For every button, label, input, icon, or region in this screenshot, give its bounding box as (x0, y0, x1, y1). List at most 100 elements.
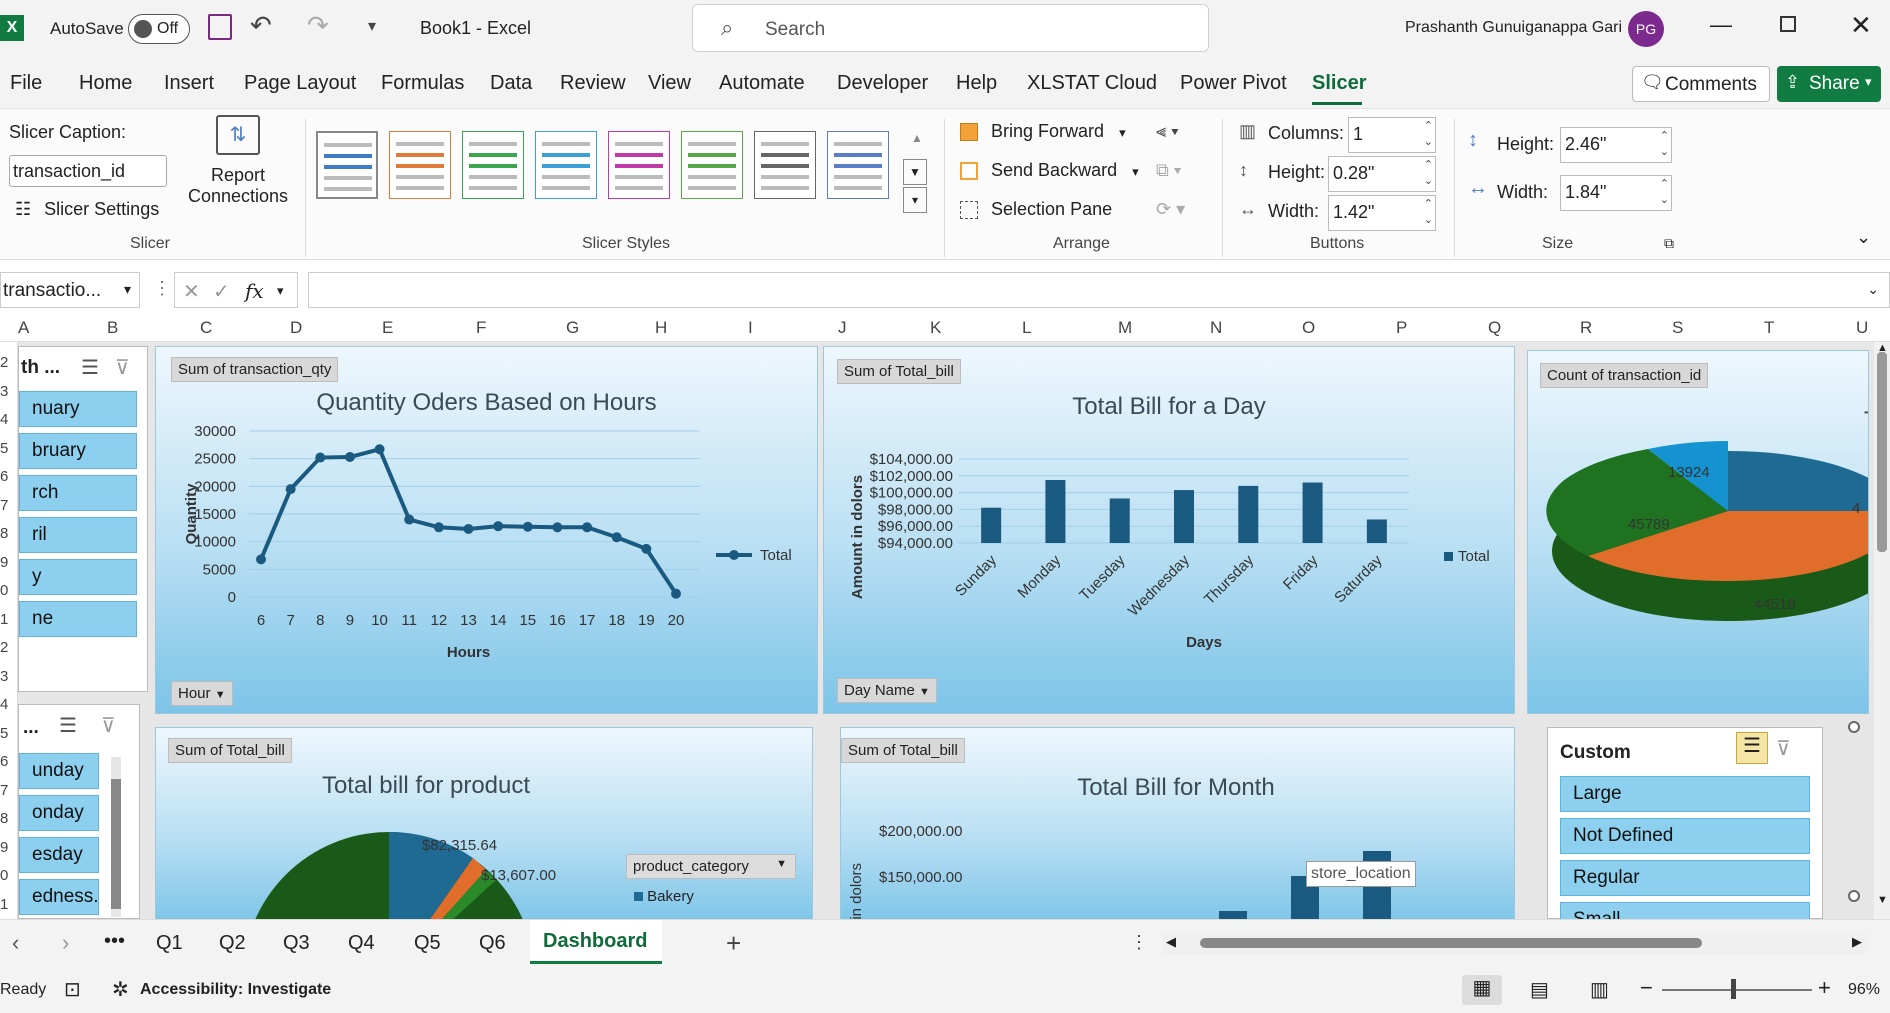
slicer-item-small[interactable]: Small (1560, 902, 1810, 919)
tab-split-icon[interactable]: ⋮ (1130, 932, 1148, 952)
dialog-launcher-icon[interactable]: ⧉ (1664, 235, 1674, 251)
bar[interactable] (1174, 490, 1194, 543)
row-header[interactable]: 7 (0, 781, 9, 799)
slicer-style-swatch[interactable] (316, 131, 378, 199)
slicer-style-swatch[interactable] (681, 131, 743, 199)
tab-formulas[interactable]: Formulas (381, 72, 465, 94)
column-header[interactable]: C (200, 318, 213, 337)
horizontal-scrollbar[interactable]: ◀ ▶ (1162, 932, 1868, 954)
gallery-scroll-down-icon[interactable]: ▼ (903, 159, 927, 185)
accessibility-icon[interactable]: ✲ (112, 979, 129, 1001)
column-header[interactable]: O (1302, 318, 1316, 337)
row-header[interactable]: 6 (0, 468, 9, 485)
row-header[interactable]: 5 (0, 439, 9, 457)
column-header[interactable]: E (382, 318, 394, 337)
row-header[interactable]: 8 (0, 810, 9, 827)
enter-icon[interactable]: ✓ (213, 281, 230, 303)
align-icon[interactable]: ⫷ ▾ (1156, 121, 1179, 141)
field-button[interactable]: Sum of Total_bill (168, 738, 292, 763)
spinner-arrows-icon[interactable]: ⌃ ⌄ (1423, 120, 1433, 148)
spinner-arrows-icon[interactable]: ⌃ ⌄ (1659, 178, 1669, 206)
scroll-down-icon[interactable]: ▼ (1877, 894, 1888, 906)
slicer-item[interactable]: unday (19, 753, 99, 789)
tab-file[interactable]: File (10, 72, 43, 94)
tab-power-pivot[interactable]: Power Pivot (1180, 72, 1287, 94)
bar[interactable] (1219, 911, 1247, 919)
scroll-thumb[interactable] (1200, 938, 1702, 948)
page-layout-view-icon[interactable]: ▤ (1530, 979, 1549, 1001)
tab-review[interactable]: Review (560, 72, 626, 94)
page-break-view-icon[interactable]: ▥ (1590, 979, 1609, 1001)
slicer-item-large[interactable]: Large (1560, 776, 1810, 812)
spinner-arrows-icon[interactable]: ⌃ ⌄ (1659, 130, 1669, 158)
slicer-caption-input[interactable]: transaction_id (9, 155, 167, 187)
sheet-tab-q4[interactable]: Q4 (348, 932, 375, 954)
bring-forward-button[interactable]: Bring Forward ▾ (960, 121, 1126, 142)
add-sheet-icon[interactable]: + (726, 928, 742, 958)
row-header[interactable]: 4 (0, 696, 9, 713)
macro-record-icon[interactable]: ⊡ (64, 979, 81, 1001)
day-filter-button[interactable]: Day Name ▼ (837, 678, 937, 703)
row-header[interactable]: 9 (0, 553, 9, 571)
tab-view[interactable]: View (648, 72, 691, 94)
column-header[interactable]: J (838, 318, 847, 337)
prev-sheet-icon[interactable]: ‹ (12, 930, 20, 955)
row-header[interactable]: 0 (0, 582, 9, 599)
row-header[interactable]: 1 (0, 895, 9, 913)
slicer-item[interactable]: rch (19, 475, 137, 511)
row-header[interactable]: 1 (0, 610, 9, 628)
row-header[interactable]: 2 (0, 639, 9, 656)
multi-select-icon[interactable]: ☰ (1736, 732, 1768, 764)
comments-button[interactable]: 🗨 Comments (1632, 66, 1770, 102)
redo-icon[interactable]: ↷ (307, 10, 329, 40)
customize-toolbar-icon[interactable]: ▾ (368, 18, 377, 35)
restore-icon[interactable] (1780, 16, 1796, 32)
sheet-tab-q2[interactable]: Q2 (219, 932, 246, 954)
tab-developer[interactable]: Developer (837, 72, 929, 94)
slicer-style-swatch[interactable] (389, 131, 451, 199)
next-sheet-icon[interactable]: › (62, 930, 70, 955)
slicer-item[interactable]: esday (19, 837, 99, 873)
minimize-icon[interactable]: — (1710, 12, 1732, 37)
column-header[interactable]: S (1672, 318, 1684, 337)
sheet-tab-q5[interactable]: Q5 (414, 932, 441, 954)
row-header[interactable]: 6 (0, 753, 9, 770)
slicer-item-regular[interactable]: Regular (1560, 860, 1810, 896)
multi-select-icon[interactable]: ☰ (81, 357, 99, 379)
clear-filter-icon[interactable]: ⊽ (1776, 738, 1791, 760)
name-box[interactable]: transactio... ▾ (0, 272, 140, 308)
gallery-more-icon[interactable]: ▾ (903, 187, 927, 213)
column-header[interactable]: R (1580, 318, 1593, 337)
size-width-spinner[interactable]: 1.84" ⌃ ⌄ (1560, 175, 1672, 211)
collapse-ribbon-icon[interactable]: ⌄ (1856, 227, 1872, 247)
size-height-spinner[interactable]: 2.46" ⌃ ⌄ (1560, 127, 1672, 163)
column-header[interactable]: P (1396, 318, 1408, 337)
zoom-slider-thumb[interactable] (1731, 979, 1736, 999)
column-header[interactable]: M (1118, 318, 1133, 337)
avatar[interactable]: PG (1628, 11, 1664, 47)
zoom-slider[interactable] (1662, 989, 1812, 991)
field-button[interactable]: Sum of Total_bill (841, 738, 965, 763)
search-box[interactable]: ⌕ Search (692, 4, 1209, 52)
chart-quantity-by-hour[interactable]: Sum of transaction_qty Quantity Oders Ba… (155, 346, 818, 714)
slicer-settings-button[interactable]: ☷ Slicer Settings (15, 199, 159, 220)
save-icon[interactable] (208, 14, 232, 40)
scroll-left-icon[interactable]: ◀ (1166, 934, 1176, 949)
slicer-style-swatch[interactable] (462, 131, 524, 199)
row-header[interactable]: 3 (0, 667, 9, 685)
column-header[interactable]: D (290, 318, 303, 337)
sheet-tab-q6[interactable]: Q6 (479, 932, 506, 954)
row-header[interactable]: 7 (0, 496, 9, 514)
normal-view-icon[interactable]: ▦ (1462, 975, 1502, 1005)
column-header[interactable]: F (476, 318, 487, 337)
tab-automate[interactable]: Automate (719, 72, 805, 94)
close-icon[interactable]: ✕ (1850, 10, 1872, 40)
column-header[interactable]: B (107, 318, 119, 337)
zoom-out-icon[interactable]: − (1640, 975, 1653, 1000)
slicer-style-swatch[interactable] (827, 131, 889, 199)
slicer-item-not-defined[interactable]: Not Defined (1560, 818, 1810, 854)
row-header[interactable]: 4 (0, 411, 9, 428)
column-header[interactable]: A (18, 318, 30, 337)
column-header[interactable]: U (1856, 318, 1869, 337)
resize-handle[interactable] (1848, 721, 1860, 733)
